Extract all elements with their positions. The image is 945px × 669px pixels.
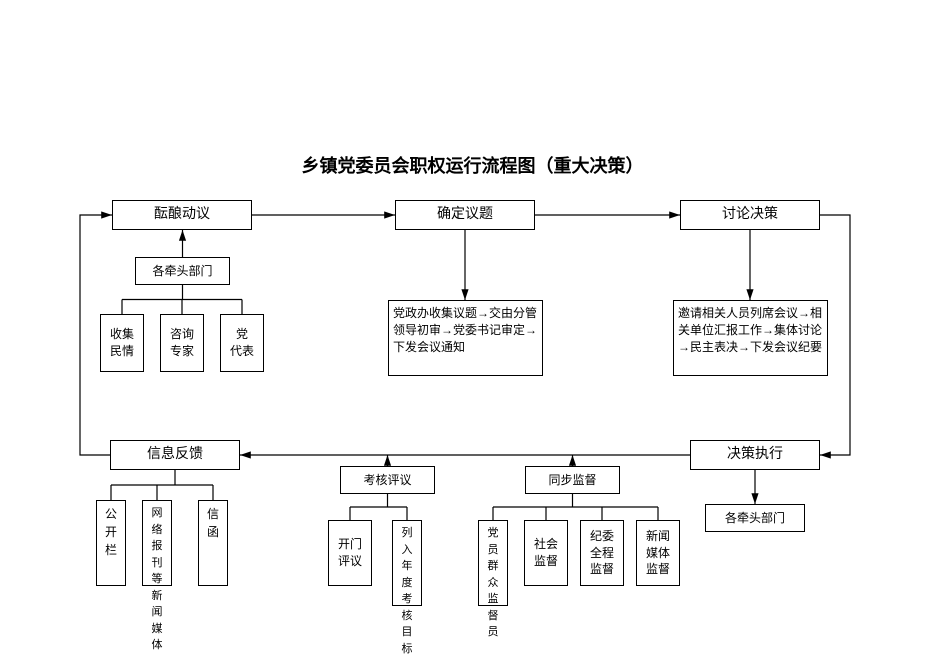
node-n10d: 新闻媒体监督 (636, 520, 680, 586)
node-n1: 酝酿动议 (112, 200, 252, 230)
node-n5c: 党代表 (220, 314, 264, 372)
node-n6: 党政办收集议题→交由分管领导初审→党委书记审定→下发会议通知 (388, 300, 543, 376)
node-n9: 考核评议 (340, 466, 435, 494)
node-n9a: 开门评议 (328, 520, 372, 586)
flowchart-canvas: 乡镇党委员会职权运行流程图（重大决策） 酝酿动议确定议题讨论决策各牵头部门收集民… (0, 0, 945, 669)
chart-title: 乡镇党委员会职权运行流程图（重大决策） (0, 152, 945, 178)
node-n8a: 公开栏 (96, 500, 126, 586)
node-n8: 信息反馈 (110, 440, 240, 470)
node-n7: 邀请相关人员列席会议→相关单位汇报工作→集体讨论→民主表决→下发会议纪要 (673, 300, 828, 376)
node-n10a: 党员群众监督员 (478, 520, 508, 606)
node-n10: 同步监督 (525, 466, 620, 494)
node-n4: 各牵头部门 (135, 257, 230, 285)
node-n5b: 咨询专家 (160, 314, 204, 372)
node-n8b: 网络报刊等新闻媒体 (142, 500, 172, 586)
node-n3: 讨论决策 (680, 200, 820, 230)
node-n10b: 社会监督 (524, 520, 568, 586)
node-n5a: 收集民情 (100, 314, 144, 372)
node-n10c: 纪委全程监督 (580, 520, 624, 586)
node-n12: 各牵头部门 (705, 504, 805, 532)
node-n9b: 列入年度考核目标 (392, 520, 422, 606)
node-n2: 确定议题 (395, 200, 535, 230)
node-n8c: 信函 (198, 500, 228, 586)
node-n11: 决策执行 (690, 440, 820, 470)
